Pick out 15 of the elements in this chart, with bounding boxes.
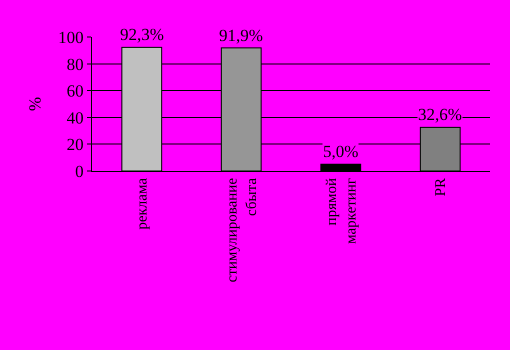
- y-axis-title: %: [26, 96, 45, 112]
- y-tick-label: 100: [58, 28, 84, 47]
- data-label: 92,3%: [120, 25, 164, 44]
- data-label: 32,6%: [418, 105, 462, 124]
- data-label: 5,0%: [323, 142, 358, 161]
- y-tick-label: 40: [66, 108, 84, 128]
- x-tick-label: PR: [433, 178, 450, 196]
- data-label: 91,9%: [219, 26, 263, 45]
- y-tick-label: 80: [66, 54, 84, 74]
- y-tick-label: 20: [66, 135, 84, 154]
- y-tick-label: 0: [75, 162, 84, 181]
- y-tick-label: 60: [66, 82, 84, 101]
- x-tick-label: стимулирование сбыта: [224, 178, 260, 282]
- x-tick-label: реклама: [134, 178, 151, 230]
- x-tick-label: прямой маркетинг: [324, 178, 360, 244]
